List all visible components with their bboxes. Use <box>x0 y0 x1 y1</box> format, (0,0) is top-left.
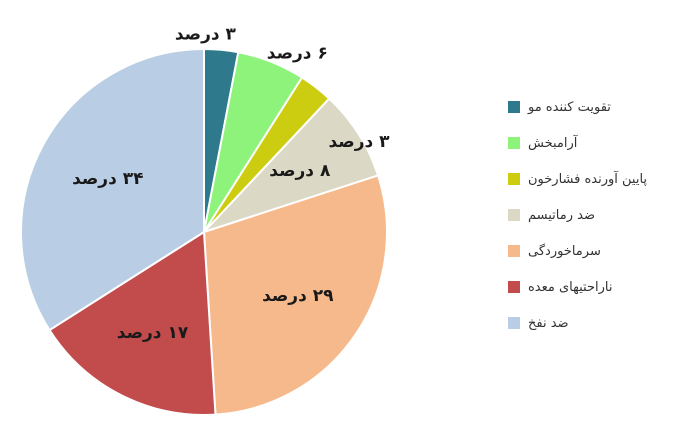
pie-slice-3 <box>203 97 380 233</box>
slice-label-3: ۸ درصد <box>269 161 331 181</box>
legend-label: پایین آورنده فشارخون <box>528 171 648 187</box>
legend-item-2: پایین آورنده فشارخون <box>508 168 692 190</box>
legend-label: ناراحتیهای معده <box>528 279 613 295</box>
legend-item-1: آرامبخش <box>508 132 692 154</box>
legend-item-0: تقویت کننده مو <box>508 96 692 118</box>
legend-swatch <box>508 209 520 221</box>
legend-label: تقویت کننده مو <box>528 99 611 115</box>
pie-slice-5 <box>48 230 217 416</box>
slice-label-4: ۲۹ درصد <box>262 286 334 306</box>
legend-label: ضد رماتیسم <box>528 207 595 223</box>
legend-swatch <box>508 245 520 257</box>
chart-legend: تقویت کننده مو آرامبخش پایین آورنده فشارخو… <box>508 96 692 348</box>
pie-slice-labels: ۳ درصد ۶ درصد ۳ درصد ۸ درصد ۲۹ درصد ۱۷ درصد ۳۴… <box>72 24 390 343</box>
legend-swatch <box>508 317 520 329</box>
legend-swatch <box>508 173 520 185</box>
slice-label-1: ۶ درصد <box>267 44 328 64</box>
slice-label-5: ۱۷ درصد <box>117 323 189 343</box>
pie-slice-6 <box>20 47 205 332</box>
pie-slices <box>20 47 388 416</box>
pie-slice-4 <box>202 174 388 416</box>
slice-label-6: ۳۴ درصد <box>72 169 143 189</box>
legend-swatch <box>508 137 520 149</box>
legend-item-6: ضد نفخ <box>508 312 692 334</box>
legend-label: آرامبخش <box>528 135 578 151</box>
slice-label-0: ۳ درصد <box>175 24 237 44</box>
legend-label: سرماخوردگی <box>528 243 601 259</box>
legend-item-4: سرماخوردگی <box>508 240 692 262</box>
legend-label: ضد نفخ <box>528 315 569 331</box>
slice-label-2: ۳ درصد <box>328 132 390 152</box>
legend-item-3: ضد رماتیسم <box>508 204 692 226</box>
legend-item-5: ناراحتیهای معده <box>508 276 692 298</box>
legend-swatch <box>508 281 520 293</box>
legend-swatch <box>508 101 520 113</box>
